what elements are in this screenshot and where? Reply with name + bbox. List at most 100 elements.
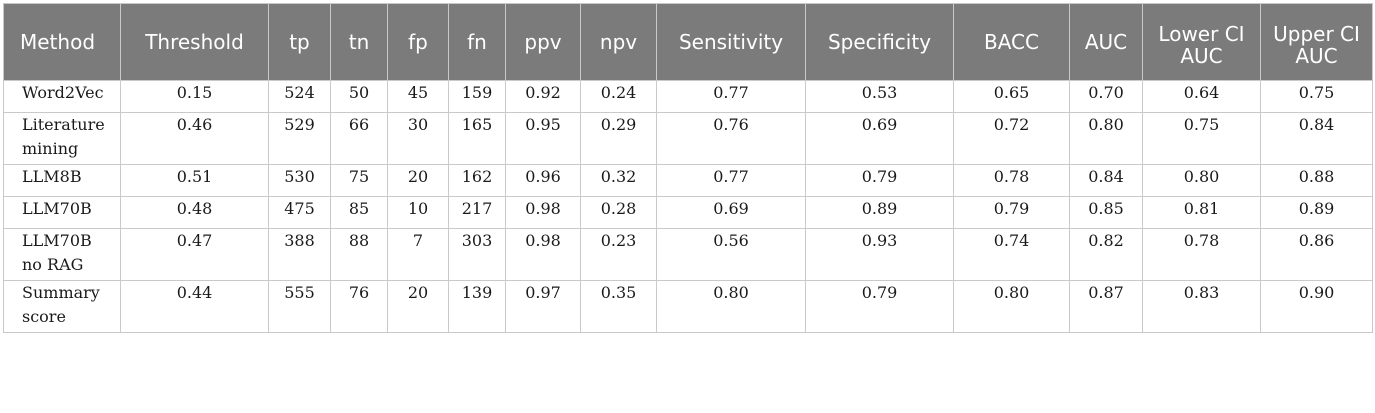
table-row: LLM70B no RAG 0.47 388 88 7 303 0.98 0.2… — [3, 228, 1373, 281]
cell-npv: 0.32 — [580, 164, 657, 197]
cell-fp: 45 — [387, 80, 449, 113]
cell-tp: 524 — [268, 80, 331, 113]
cell-specificity: 0.79 — [805, 280, 954, 333]
cell-upper-ci-auc: 0.84 — [1260, 112, 1373, 165]
cell-method: LLM8B — [3, 164, 121, 197]
cell-fn: 217 — [448, 196, 506, 229]
cell-auc: 0.84 — [1069, 164, 1143, 197]
cell-sensitivity: 0.56 — [656, 228, 806, 281]
cell-method: Literature mining — [3, 112, 121, 165]
cell-specificity: 0.69 — [805, 112, 954, 165]
cell-upper-ci-auc: 0.89 — [1260, 196, 1373, 229]
cell-auc: 0.82 — [1069, 228, 1143, 281]
cell-lower-ci-auc: 0.80 — [1142, 164, 1261, 197]
cell-fn: 139 — [448, 280, 506, 333]
cell-tn: 88 — [330, 228, 388, 281]
column-header-sensitivity: Sensitivity — [656, 3, 806, 81]
cell-sensitivity: 0.80 — [656, 280, 806, 333]
table-row: Literature mining 0.46 529 66 30 165 0.9… — [3, 112, 1373, 165]
cell-tp: 475 — [268, 196, 331, 229]
column-header-fn: fn — [448, 3, 506, 81]
column-header-tp: tp — [268, 3, 331, 81]
cell-bacc: 0.74 — [953, 228, 1070, 281]
cell-specificity: 0.89 — [805, 196, 954, 229]
cell-fp: 20 — [387, 164, 449, 197]
cell-sensitivity: 0.69 — [656, 196, 806, 229]
cell-tn: 75 — [330, 164, 388, 197]
cell-specificity: 0.53 — [805, 80, 954, 113]
cell-tp: 555 — [268, 280, 331, 333]
cell-specificity: 0.79 — [805, 164, 954, 197]
table-row: Word2Vec 0.15 524 50 45 159 0.92 0.24 0.… — [3, 80, 1373, 113]
cell-method: Summary score — [3, 280, 121, 333]
cell-upper-ci-auc: 0.88 — [1260, 164, 1373, 197]
cell-lower-ci-auc: 0.78 — [1142, 228, 1261, 281]
cell-npv: 0.29 — [580, 112, 657, 165]
column-header-method: Method — [3, 3, 121, 81]
cell-tn: 76 — [330, 280, 388, 333]
cell-threshold: 0.48 — [120, 196, 269, 229]
cell-upper-ci-auc: 0.75 — [1260, 80, 1373, 113]
cell-method: LLM70B no RAG — [3, 228, 121, 281]
cell-ppv: 0.96 — [505, 164, 581, 197]
cell-ppv: 0.98 — [505, 196, 581, 229]
cell-fp: 7 — [387, 228, 449, 281]
cell-lower-ci-auc: 0.75 — [1142, 112, 1261, 165]
cell-lower-ci-auc: 0.81 — [1142, 196, 1261, 229]
cell-method: Word2Vec — [3, 80, 121, 113]
cell-ppv: 0.97 — [505, 280, 581, 333]
cell-tn: 50 — [330, 80, 388, 113]
cell-upper-ci-auc: 0.86 — [1260, 228, 1373, 281]
cell-bacc: 0.72 — [953, 112, 1070, 165]
cell-tp: 388 — [268, 228, 331, 281]
cell-npv: 0.35 — [580, 280, 657, 333]
cell-npv: 0.28 — [580, 196, 657, 229]
cell-bacc: 0.80 — [953, 280, 1070, 333]
cell-bacc: 0.65 — [953, 80, 1070, 113]
cell-threshold: 0.51 — [120, 164, 269, 197]
cell-threshold: 0.47 — [120, 228, 269, 281]
cell-sensitivity: 0.77 — [656, 164, 806, 197]
header-row: Method Threshold tp tn fp fn ppv npv Sen… — [3, 3, 1373, 81]
column-header-upper-ci-auc: Upper CI AUC — [1260, 3, 1373, 81]
cell-auc: 0.87 — [1069, 280, 1143, 333]
results-table: Method Threshold tp tn fp fn ppv npv Sen… — [3, 3, 1373, 333]
cell-ppv: 0.98 — [505, 228, 581, 281]
cell-fn: 159 — [448, 80, 506, 113]
cell-sensitivity: 0.76 — [656, 112, 806, 165]
column-header-lower-ci-auc: Lower CI AUC — [1142, 3, 1261, 81]
cell-npv: 0.24 — [580, 80, 657, 113]
cell-tp: 529 — [268, 112, 331, 165]
cell-fn: 303 — [448, 228, 506, 281]
cell-ppv: 0.95 — [505, 112, 581, 165]
cell-upper-ci-auc: 0.90 — [1260, 280, 1373, 333]
cell-sensitivity: 0.77 — [656, 80, 806, 113]
column-header-threshold: Threshold — [120, 3, 269, 81]
cell-threshold: 0.44 — [120, 280, 269, 333]
cell-ppv: 0.92 — [505, 80, 581, 113]
cell-fn: 162 — [448, 164, 506, 197]
cell-tp: 530 — [268, 164, 331, 197]
cell-lower-ci-auc: 0.83 — [1142, 280, 1261, 333]
table-row: LLM70B 0.48 475 85 10 217 0.98 0.28 0.69… — [3, 196, 1373, 229]
cell-auc: 0.85 — [1069, 196, 1143, 229]
cell-method: LLM70B — [3, 196, 121, 229]
cell-fp: 10 — [387, 196, 449, 229]
cell-fp: 20 — [387, 280, 449, 333]
cell-tn: 66 — [330, 112, 388, 165]
cell-auc: 0.80 — [1069, 112, 1143, 165]
cell-fp: 30 — [387, 112, 449, 165]
cell-tn: 85 — [330, 196, 388, 229]
cell-bacc: 0.79 — [953, 196, 1070, 229]
cell-specificity: 0.93 — [805, 228, 954, 281]
cell-threshold: 0.46 — [120, 112, 269, 165]
cell-threshold: 0.15 — [120, 80, 269, 113]
cell-fn: 165 — [448, 112, 506, 165]
table-row: Summary score 0.44 555 76 20 139 0.97 0.… — [3, 280, 1373, 333]
column-header-specificity: Specificity — [805, 3, 954, 81]
column-header-fp: fp — [387, 3, 449, 81]
column-header-tn: tn — [330, 3, 388, 81]
table-row: LLM8B 0.51 530 75 20 162 0.96 0.32 0.77 … — [3, 164, 1373, 197]
column-header-bacc: BACC — [953, 3, 1070, 81]
cell-bacc: 0.78 — [953, 164, 1070, 197]
